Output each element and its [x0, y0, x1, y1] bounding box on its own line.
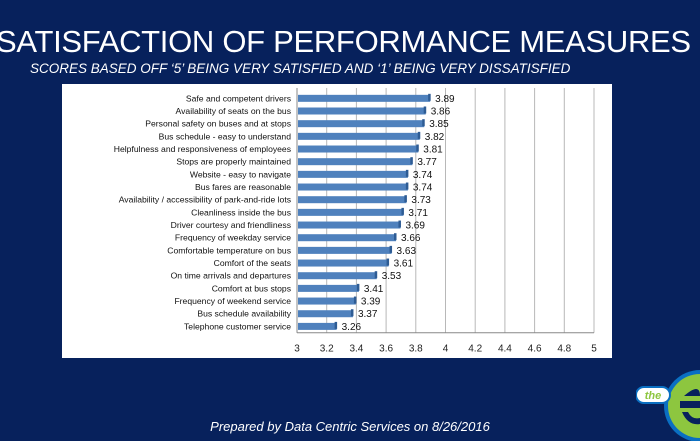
bar [298, 234, 397, 242]
bar-cap [404, 195, 407, 203]
svg-text:the: the [645, 390, 662, 402]
bar [298, 196, 407, 204]
bar-cap [423, 106, 427, 114]
x-tick-label: 3.4 [349, 344, 363, 355]
category-label: Personal safety on buses and at stops [145, 119, 291, 129]
category-label: Comfort of the seats [214, 258, 291, 268]
bar [298, 145, 419, 153]
the-e-logo: the [636, 370, 700, 441]
bar [298, 310, 353, 318]
category-label: Availability / accessibility of park-and… [119, 195, 291, 205]
category-label: Bus schedule availability [197, 309, 291, 319]
bar-cap [356, 283, 360, 291]
bar [298, 272, 377, 280]
data-label: 3.73 [411, 195, 431, 206]
data-label: 3.69 [405, 221, 425, 232]
data-label: 3.81 [423, 145, 443, 156]
bar-cap [416, 144, 419, 152]
category-label: Website - easy to navigate [190, 169, 291, 179]
x-tick-label: 4.2 [468, 344, 482, 355]
data-label: 3.41 [364, 284, 384, 295]
bar-cap [401, 207, 404, 215]
bar-cap [405, 169, 409, 177]
bar-cap [398, 220, 401, 228]
bar [298, 94, 431, 102]
category-label: Bus fares are reasonable [195, 182, 291, 192]
data-label: 3.71 [408, 208, 428, 219]
category-label: Bus schedule - easy to understand [159, 131, 292, 141]
bar-cap [394, 233, 397, 241]
data-label: 3.66 [401, 233, 421, 244]
data-label: 3.61 [394, 259, 414, 270]
x-tick-label: 5 [591, 344, 597, 355]
bar [298, 246, 392, 254]
bar [298, 259, 389, 267]
bar [298, 120, 425, 128]
bar-cap [386, 258, 390, 266]
data-label: 3.77 [417, 157, 437, 168]
category-label: On time arrivals and departures [171, 271, 291, 281]
x-tick-label: 3 [294, 344, 300, 355]
bar-cap [389, 245, 393, 253]
category-label: Comfortable temperature on bus [167, 245, 291, 255]
x-tick-label: 3.8 [409, 344, 423, 355]
bar [298, 284, 359, 292]
bar-chart: 3 3.2 3.4 3.6 3.8 4 4.2 4.4 4.6 4.8 5 Safe and comp… [114, 88, 597, 355]
page-title: SATISFACTION OF PERFORMANCE MEASURES [0, 24, 691, 59]
bar [298, 183, 408, 191]
data-label: 3.82 [425, 132, 445, 143]
data-label: 3.53 [382, 271, 402, 282]
bar-cap [422, 119, 425, 127]
x-tick-label: 4.4 [498, 344, 512, 355]
bar [298, 132, 420, 140]
x-tick-label: 4.8 [557, 344, 571, 355]
x-tick-label: 3.2 [320, 344, 334, 355]
bar-cap [374, 271, 378, 279]
bar [298, 158, 413, 166]
category-label: Safe and competent drivers [186, 93, 291, 103]
data-label: 3.85 [429, 119, 449, 130]
data-label: 3.74 [413, 183, 433, 194]
x-tick-label: 3.6 [379, 344, 393, 355]
category-label: Telephone customer service [184, 321, 291, 331]
bar [298, 208, 404, 216]
x-tick-label: 4 [443, 344, 449, 355]
footer-credit: Prepared by Data Centric Services on 8/2… [210, 419, 490, 434]
category-label: Stops are properly maintained [176, 157, 291, 167]
bar-cap [334, 321, 338, 329]
category-label: Driver courtesy and friendliness [171, 220, 291, 230]
category-label: Frequency of weekday service [175, 233, 291, 243]
data-label: 3.74 [413, 170, 433, 181]
bar-cap [417, 131, 421, 139]
bar-cap [405, 182, 409, 190]
bar [298, 297, 356, 305]
page-subtitle: SCORES BASED OFF ‘5’ BEING VERY SATISFIE… [30, 61, 571, 76]
x-tick-label: 4.6 [528, 344, 542, 355]
bar [298, 221, 401, 229]
bar [298, 322, 337, 330]
data-label: 3.89 [435, 94, 455, 105]
chart-panel: 3 3.2 3.4 3.6 3.8 4 4.2 4.4 4.6 4.8 5 Safe and comp… [62, 84, 612, 358]
bar-cap [428, 93, 431, 101]
bar [298, 107, 426, 115]
category-label: Cleanliness inside the bus [191, 207, 291, 217]
category-label: Comfort at bus stops [212, 283, 291, 293]
data-label: 3.63 [397, 246, 417, 257]
bar-cap [410, 157, 413, 165]
category-label: Availability of seats on the bus [176, 106, 291, 116]
data-label: 3.26 [342, 322, 362, 333]
bar-cap [350, 309, 354, 317]
data-label: 3.86 [431, 107, 451, 118]
data-label: 3.39 [361, 297, 381, 308]
data-label: 3.37 [358, 309, 378, 320]
bar-cap [353, 296, 357, 304]
category-label: Helpfulness and responsiveness of employ… [114, 144, 291, 154]
bar [298, 170, 408, 178]
category-label: Frequency of weekend service [174, 296, 291, 306]
